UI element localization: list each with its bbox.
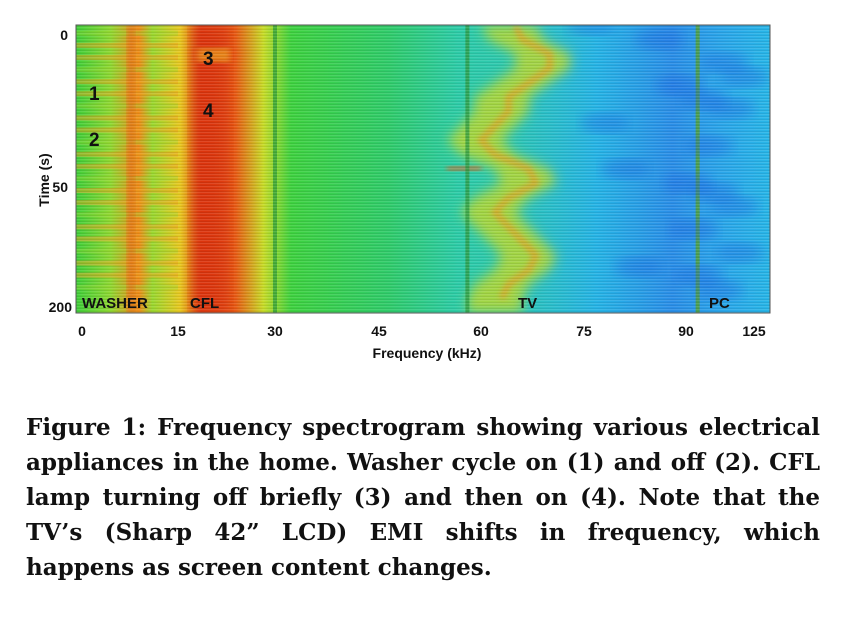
- x-tick-label: 90: [678, 323, 694, 339]
- x-tick-label: 0: [78, 323, 86, 339]
- event-marker-3: 3: [203, 49, 214, 70]
- y-axis-title: Time (s): [36, 153, 52, 206]
- x-axis-title: Frequency (kHz): [373, 345, 482, 361]
- heatmap-area: [76, 25, 770, 313]
- y-tick-label: 0: [60, 27, 68, 43]
- plot-frame: [75, 24, 771, 314]
- event-marker-1: 1: [89, 84, 100, 105]
- x-tick-label: 125: [742, 323, 766, 339]
- figure-caption: Figure 1: Frequency spectrogram showing …: [26, 414, 820, 581]
- x-tick-label: 75: [576, 323, 592, 339]
- washer-label: WASHER: [82, 295, 148, 312]
- x-tick-label: 30: [267, 323, 283, 339]
- y-axis-ticks: 0 50 200: [49, 27, 73, 315]
- x-tick-label: 45: [371, 323, 387, 339]
- x-tick-label: 60: [473, 323, 489, 339]
- appliance-labels: WASHER CFL TV PC: [82, 295, 730, 312]
- event-marker-2: 2: [89, 130, 100, 151]
- cfl-label: CFL: [190, 295, 219, 312]
- x-tick-label: 15: [170, 323, 186, 339]
- y-tick-label: 50: [52, 179, 68, 195]
- y-tick-label: 200: [49, 299, 73, 315]
- heatmap-texture: [76, 25, 770, 313]
- event-marker-4: 4: [203, 101, 214, 122]
- spectrogram-chart: 0 50 200 0 15 30 45 60 75 90 125 Frequen…: [36, 24, 771, 361]
- tv-label: TV: [518, 295, 537, 312]
- x-axis-ticks: 0 15 30 45 60 75 90 125: [78, 323, 766, 339]
- event-markers: 1 2 3 4: [89, 49, 214, 151]
- pc-label: PC: [709, 295, 730, 312]
